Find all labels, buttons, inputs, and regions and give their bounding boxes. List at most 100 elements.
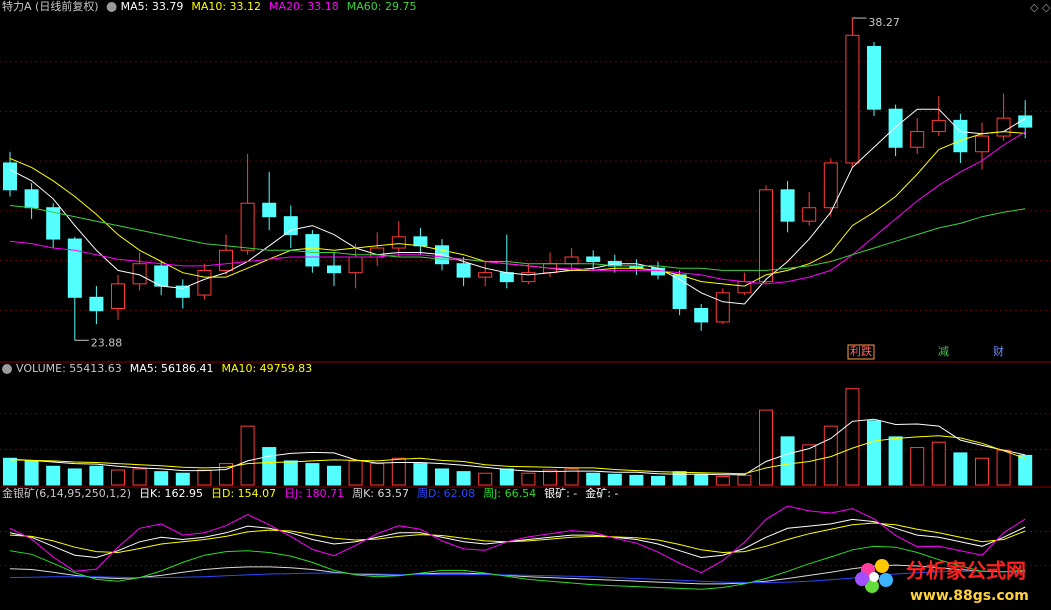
volume-bar xyxy=(67,468,82,486)
event-label: 财 xyxy=(993,344,1004,358)
volume-bar xyxy=(89,465,104,486)
logo-petal xyxy=(875,559,889,573)
volume-bar xyxy=(715,475,730,486)
min-label: 23.88 xyxy=(91,336,123,349)
series-label: VOLUME: 55413.63 xyxy=(16,362,122,375)
volume-bar xyxy=(759,409,773,486)
legend-label: 周J: 66.54 xyxy=(483,487,536,500)
volume-bar xyxy=(867,420,881,486)
candle-body xyxy=(456,263,471,278)
candle-body xyxy=(413,236,428,247)
volume-bar xyxy=(543,469,557,486)
candle-body xyxy=(586,256,601,262)
volume-bar xyxy=(197,469,212,486)
candle-body xyxy=(780,189,795,222)
volume-bar xyxy=(24,460,39,486)
event-label: 利跌 xyxy=(850,344,872,358)
volume-bar xyxy=(931,441,946,486)
candle-body xyxy=(391,236,406,249)
max-label: 38.27 xyxy=(868,16,900,29)
watermark-name: 分析家公式网 xyxy=(906,559,1026,583)
volume-bar xyxy=(370,463,385,486)
panel-title: 特力A (日线前复权) xyxy=(2,0,99,13)
series-line xyxy=(9,522,1026,554)
candle-body xyxy=(478,272,493,278)
candle-body xyxy=(802,207,817,222)
watermark: 分析家公式网 www.88gs.com xyxy=(855,559,1029,604)
candle-body xyxy=(499,272,514,283)
legend-label: MA5: 56186.41 xyxy=(130,362,214,375)
volume-bar xyxy=(1018,454,1033,486)
candle-body xyxy=(867,45,881,110)
volume-bar xyxy=(564,468,579,486)
candle-body xyxy=(24,189,39,209)
volume-bar xyxy=(327,465,341,486)
volume-bar xyxy=(996,449,1011,486)
legend-label: MA60: 29.75 xyxy=(347,0,417,13)
header-icon xyxy=(106,2,117,12)
volume-bar xyxy=(175,472,190,486)
volume-bar xyxy=(456,471,471,486)
candle-body xyxy=(154,265,169,287)
volume-bar xyxy=(240,425,255,486)
header-icon xyxy=(2,364,12,374)
panel-title: 金银矿(6,14,95,250,1,2) xyxy=(2,486,131,500)
legend-label: 金矿: - xyxy=(585,486,618,500)
volume-bar xyxy=(499,468,514,486)
window-icon[interactable]: ◇ ◇ xyxy=(1030,1,1051,14)
volume-bar xyxy=(888,436,903,486)
candle-body xyxy=(845,34,860,164)
legend-label: MA10: 49759.83 xyxy=(221,362,312,375)
volume-bar xyxy=(629,474,644,486)
volume-bar xyxy=(586,472,601,486)
series-line xyxy=(9,108,1026,305)
event-box xyxy=(847,344,875,360)
volume-bar xyxy=(975,457,989,486)
volume-bar xyxy=(672,471,687,486)
candle-body xyxy=(564,256,579,265)
volume-bar xyxy=(305,463,320,486)
candle-body xyxy=(3,162,17,191)
candle-body xyxy=(305,234,320,267)
candle-body xyxy=(219,249,233,271)
candle-body xyxy=(46,207,61,240)
candle-body xyxy=(996,117,1011,137)
volume-bar xyxy=(910,447,925,486)
legend-label: 银矿: - xyxy=(544,486,577,500)
candle-body xyxy=(888,108,903,148)
candle-body xyxy=(694,307,709,323)
candle-body xyxy=(327,265,341,274)
candle-body xyxy=(931,119,946,133)
legend-label: 周K: 63.57 xyxy=(352,487,409,500)
candle-body xyxy=(240,202,255,251)
logo-petal xyxy=(855,572,869,586)
logo-center xyxy=(869,572,879,582)
watermark-url: www.88gs.com xyxy=(910,588,1029,604)
candle-body xyxy=(823,162,838,209)
volume-bar xyxy=(132,468,147,486)
volume-bar xyxy=(413,463,428,486)
legend-label: MA10: 33.12 xyxy=(191,0,261,13)
volume-bar xyxy=(111,469,125,486)
candle-body xyxy=(759,189,773,283)
volume-bar xyxy=(478,472,493,486)
candle-body xyxy=(67,238,82,298)
candle-body xyxy=(89,296,104,312)
candle-body xyxy=(521,272,536,283)
volume-bar xyxy=(283,460,298,486)
legend-label: 日D: 154.07 xyxy=(211,487,276,500)
volume-bar xyxy=(802,444,817,486)
candle-body xyxy=(175,285,190,298)
volume-bar xyxy=(607,473,622,486)
candle-body xyxy=(262,202,277,218)
volume-bar xyxy=(737,474,752,486)
series-line xyxy=(9,205,1026,271)
volume-bar xyxy=(694,473,709,486)
legend-label: 周D: 62.08 xyxy=(417,487,475,500)
volume-bar xyxy=(46,465,61,486)
candle-body xyxy=(111,283,125,309)
volume-bar xyxy=(780,436,795,486)
volume-bar xyxy=(823,425,838,486)
